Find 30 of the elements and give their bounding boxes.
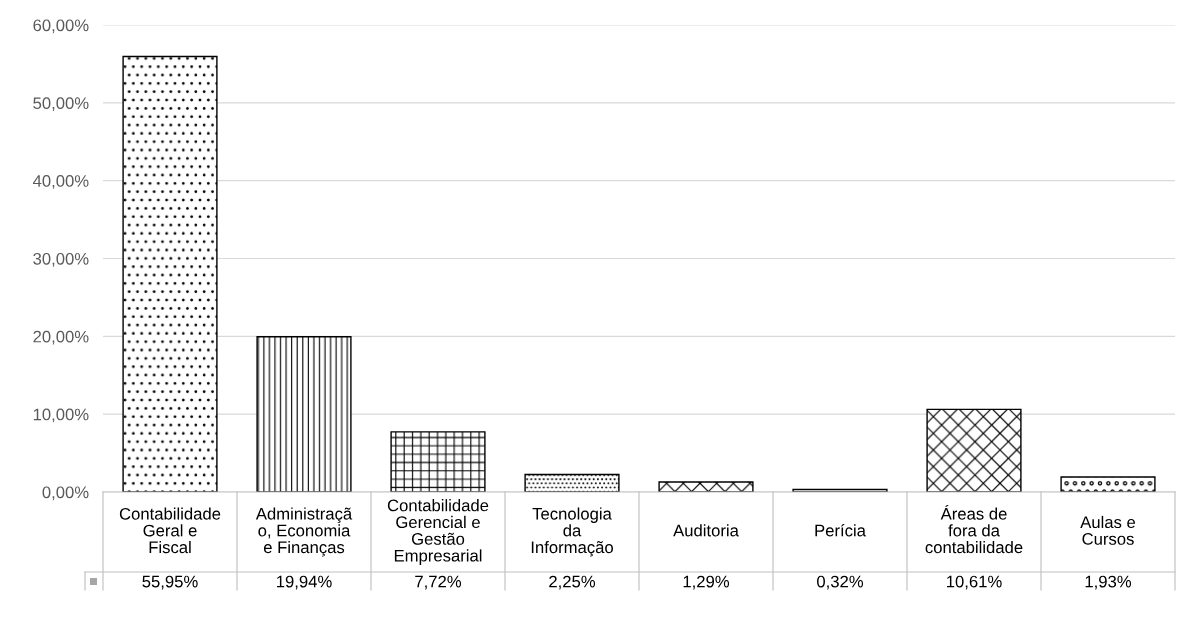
x-tick-label: Aulas e Cursos [1080,515,1136,545]
data-label: 0,32% [817,575,864,590]
y-tick-label: 40,00% [32,175,89,189]
data-label: 7,72% [415,575,462,590]
y-tick-label: 50,00% [33,97,89,112]
y-tick-label: 30,00% [33,252,89,267]
x-tick-label: Contabilidade Gerencial e Gestão Empresarial [387,499,489,565]
y-tick-label: 0,00% [42,486,89,501]
x-tick-label: Contabilidade Geral e Fiscal [119,507,221,554]
data-label: 19,94% [277,575,332,590]
data-label: 55,95% [142,575,198,590]
y-tick-label: 20,00% [33,330,89,345]
data-label: 10,61% [947,575,1002,590]
data-label: 1,93% [1085,575,1132,590]
y-tick-label: 10,00% [33,408,89,423]
bar [926,408,1022,492]
data-label: 2,25% [549,575,596,590]
bar [122,55,218,492]
bar [256,336,352,492]
x-tick-label: Auditoria [673,524,739,537]
bar [658,481,754,492]
bar [390,431,486,492]
x-tick-label: Administração, Economia e Finanças [255,507,353,557]
data-label: 1,29% [683,575,730,590]
x-tick-label: Tecnologia da Informação [531,507,613,557]
x-tick-label: Perícia [815,524,866,537]
x-tick-label: Áreas de fora da contabilidade [925,505,1023,554]
bar [1060,476,1156,492]
bar [524,473,620,492]
y-tick-label: 60,00% [33,19,89,34]
